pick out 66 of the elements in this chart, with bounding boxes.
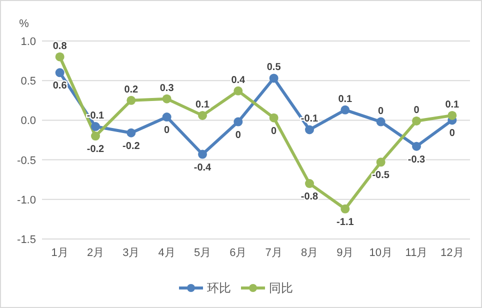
point [269,74,278,83]
point [269,113,278,122]
data-label: 0 [378,106,384,117]
x-tick-label: 2月 [86,247,104,259]
data-label: 0.1 [196,99,210,110]
y-tick-label: 0.0 [20,115,36,128]
y-tick-label: -0.5 [17,154,36,167]
y-tick-label: 1.0 [20,36,36,48]
x-tick-label: 1月 [51,247,68,259]
point [305,179,314,188]
point [91,122,100,132]
point [305,125,314,134]
data-label: 0 [235,130,242,141]
data-label: 0.4 [231,74,246,86]
data-label: 0.5 [266,62,282,74]
x-tick-label: 4月 [158,247,176,259]
x-tick-label: 6月 [230,247,247,259]
data-label: 0 [414,104,420,116]
data-label: -0.3 [408,154,426,166]
x-tick-label: 11月 [405,247,428,259]
data-label: 0.6 [52,80,68,92]
point [198,150,207,159]
legend-label: 同比 [269,281,293,295]
data-label: 0.8 [52,40,68,52]
point [412,116,421,126]
data-label: -1.1 [336,216,354,228]
data-label: 0.3 [160,82,174,94]
point [448,110,457,120]
y-tick-label: -1.0 [17,194,36,206]
point [376,117,386,126]
data-label: -0.2 [86,144,105,156]
data-label: 0.2 [124,84,139,96]
y-tick-label: -1.5 [17,234,36,246]
point [55,52,64,62]
point [198,110,207,120]
x-tick-label: 8月 [300,247,318,259]
data-label: 0 [271,126,278,137]
x-tick-label: 9月 [336,247,354,259]
x-tick-label: 7月 [265,247,282,259]
data-label: 0.1 [338,94,353,105]
y-tick-label: 0.5 [20,76,36,88]
data-label: 0 [164,125,170,136]
point [340,105,350,114]
x-tick-label: 5月 [194,247,212,259]
point [234,117,243,126]
point [55,68,64,78]
data-label: 0.1 [445,99,460,110]
legend-label: 环比 [207,281,231,295]
point [162,112,172,122]
x-tick-label: 10月 [369,247,392,259]
point [340,204,350,214]
point [91,132,100,141]
point [376,158,386,167]
point [234,86,243,96]
data-label: -0.8 [300,192,319,203]
point [412,142,421,151]
data-label: -0.4 [194,162,212,174]
point [126,96,136,105]
data-label: -0.2 [122,140,140,152]
data-label: 0 [449,128,456,140]
point [162,94,172,104]
x-tick-label: 3月 [122,247,140,259]
x-tick-label: 12月 [440,247,464,259]
data-label: -0.5 [372,170,390,182]
point [126,128,136,138]
y-axis-title: % [19,18,30,30]
